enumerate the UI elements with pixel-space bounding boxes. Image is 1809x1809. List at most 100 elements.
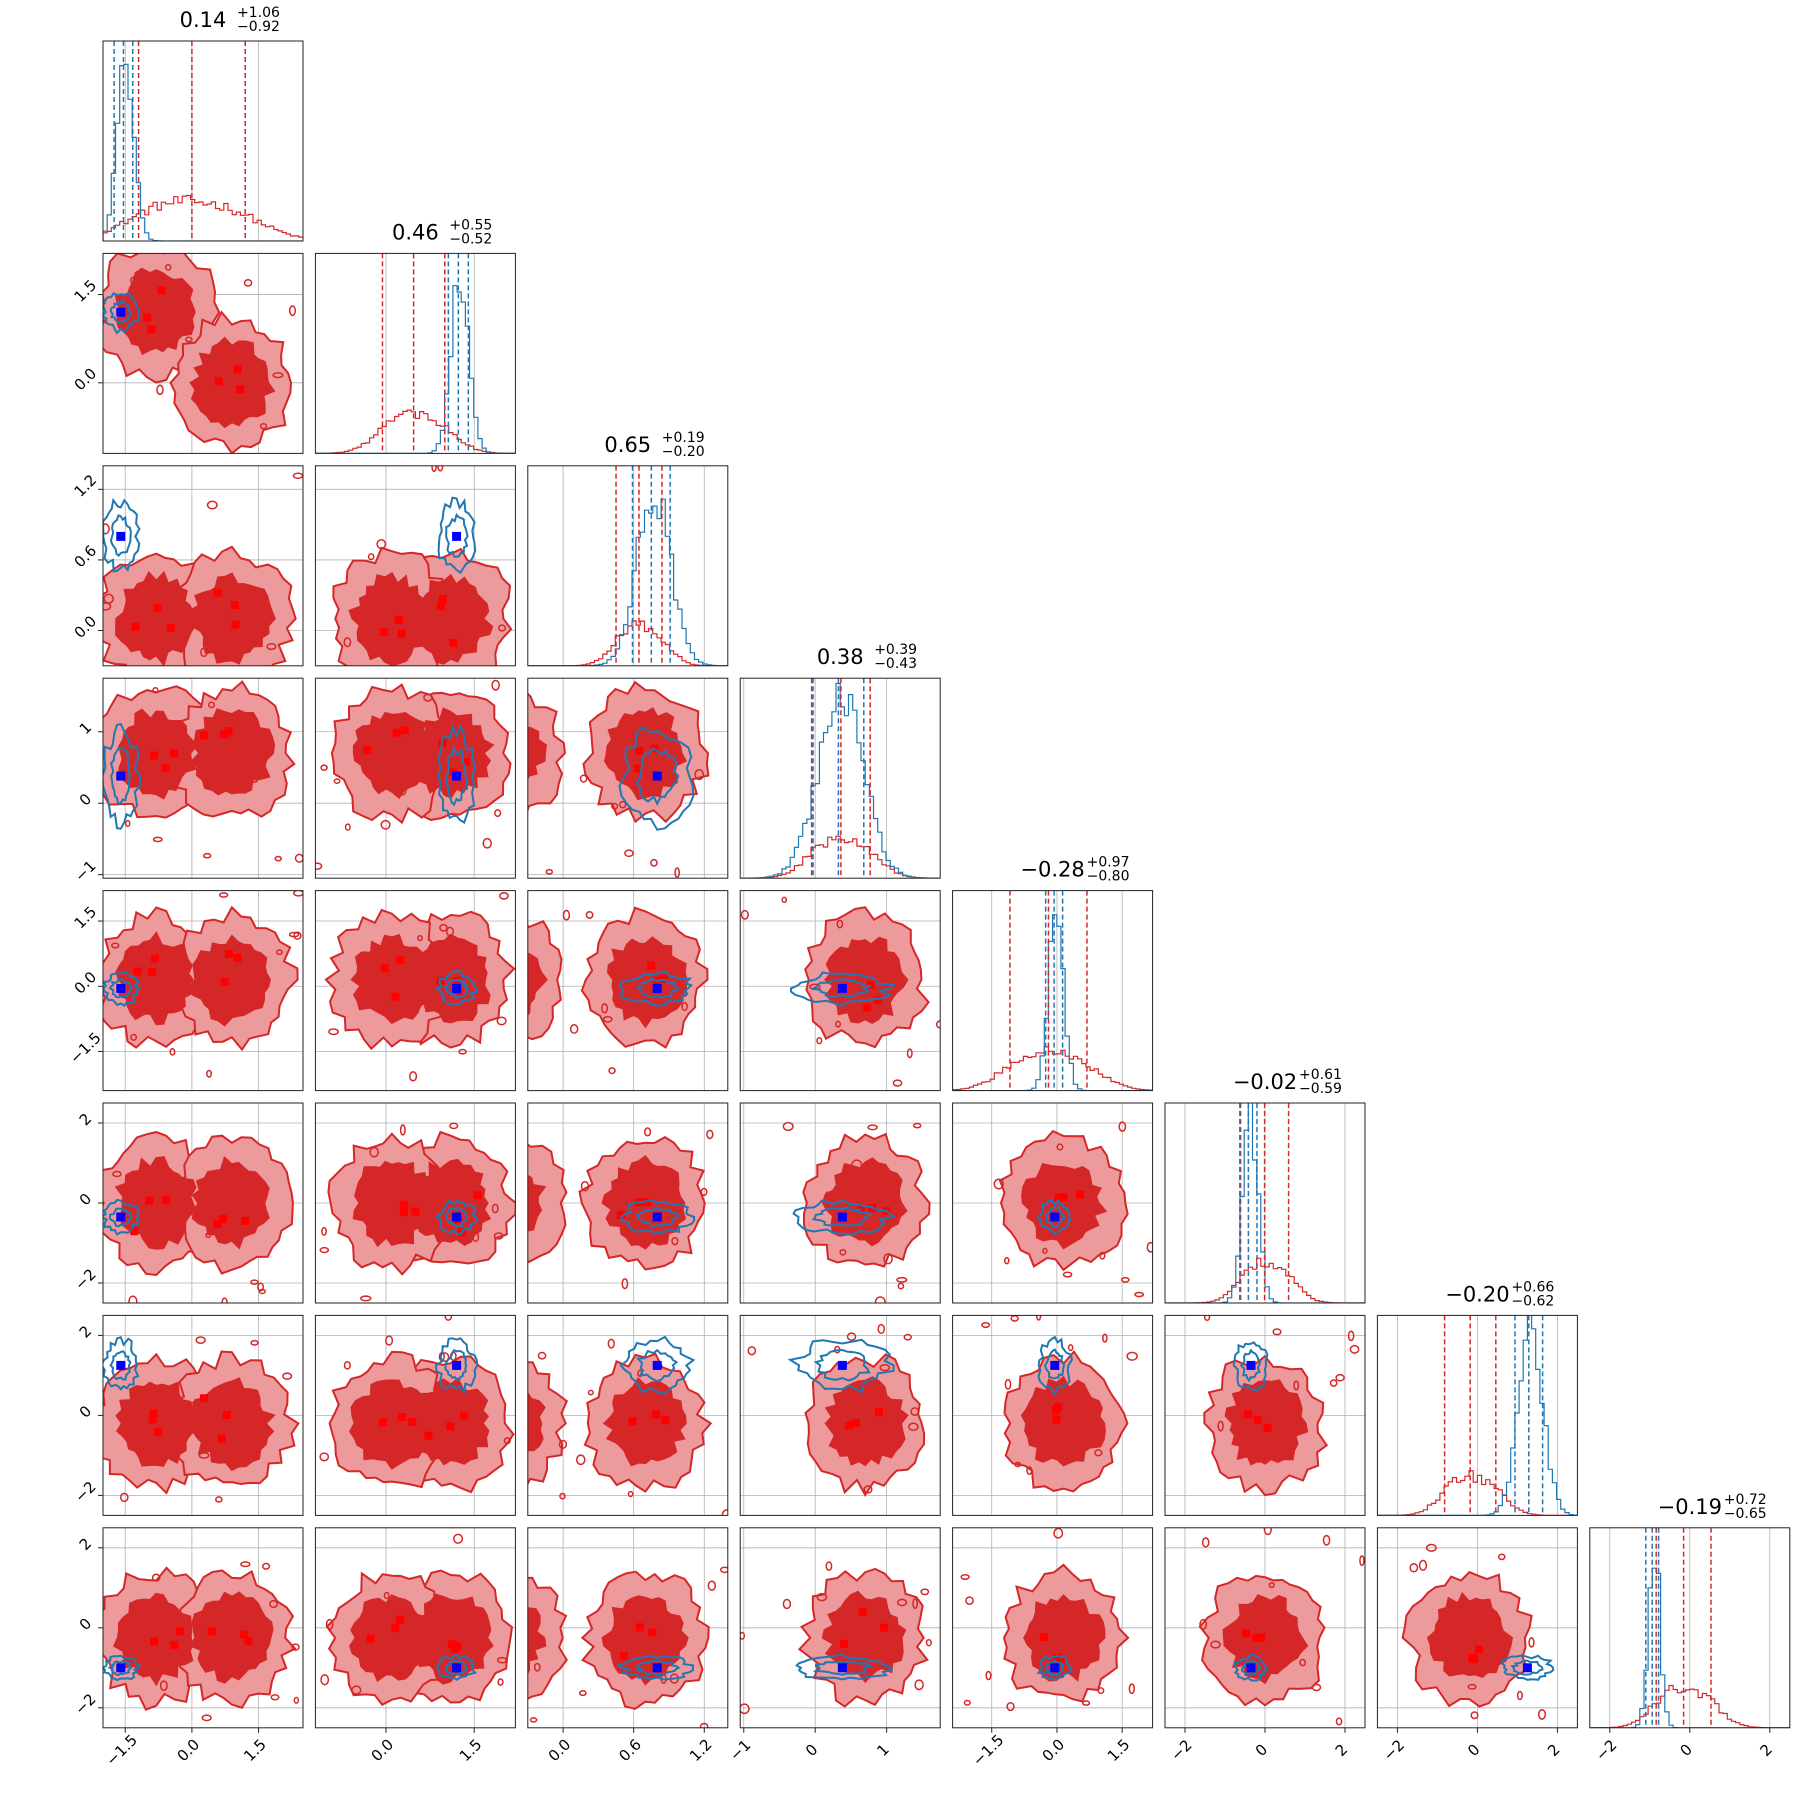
red-marker [222, 1411, 231, 1420]
red-contour-island [602, 1015, 613, 1023]
x-tick-label: 0 [802, 1741, 821, 1760]
red-contour-island [545, 868, 554, 875]
red-contour-island [491, 679, 500, 691]
red-contour-island [139, 1218, 146, 1227]
title-plus: +0.72 [1724, 1492, 1767, 1508]
red-marker [240, 1630, 249, 1639]
panel-2-1 [314, 465, 516, 667]
red-marker [133, 967, 142, 976]
red-contour-island [195, 1336, 206, 1345]
red-marker [459, 1411, 468, 1420]
panel-4-3 [739, 890, 941, 1092]
red-marker [231, 620, 240, 629]
panel-6-6: −0.20 +0.66−0.62 [1376, 1279, 1578, 1516]
red-marker [453, 1642, 462, 1651]
red-marker [1242, 1629, 1251, 1638]
red-marker [380, 964, 389, 973]
red-contour-island [1126, 1351, 1138, 1361]
panel-1-1: 0.46 +0.55−0.52 [314, 217, 516, 454]
red-marker [366, 1634, 375, 1643]
red-marker [397, 629, 406, 638]
red-contour-island [218, 892, 229, 898]
red-contour-island [587, 1389, 594, 1396]
red-contour-island [130, 276, 138, 285]
red-contour-island [707, 1580, 717, 1591]
red-contour-island [266, 643, 277, 651]
red-marker [446, 1422, 455, 1431]
red-marker [447, 1640, 456, 1649]
blue-inner-contour [108, 977, 132, 999]
y-tick-label: 1.5 [71, 276, 101, 306]
blue-histogram [1589, 1567, 1790, 1728]
red-inner-contour [189, 1591, 274, 1684]
red-contour-island [380, 819, 391, 830]
y-tick-label: 1 [76, 718, 95, 737]
red-contour-island [1097, 1687, 1105, 1695]
red-inner-contour [115, 1381, 196, 1467]
x-tick-label: 2 [1544, 1741, 1563, 1760]
blue-outer-contour [437, 496, 477, 575]
red-contour-island [903, 1333, 912, 1341]
red-marker [240, 1216, 249, 1225]
y-tick-label: 0 [76, 790, 95, 809]
red-marker [150, 751, 159, 760]
red-contour-island [156, 384, 164, 396]
blue-outer-contour [103, 722, 142, 830]
red-contour-island [1425, 1543, 1437, 1552]
red-contour-island [151, 1573, 161, 1582]
red-marker [866, 980, 875, 989]
red-contour-island [1311, 1683, 1322, 1692]
red-marker [1052, 1415, 1061, 1424]
red-marker [628, 1417, 637, 1426]
red-contour-island [782, 1598, 792, 1610]
red-inner-contour [189, 336, 276, 429]
panel-frame [527, 890, 729, 1092]
red-contour-island [315, 862, 323, 870]
red-marker [130, 1227, 139, 1236]
red-contour-island [328, 1028, 339, 1036]
y-tick-label: 0.6 [71, 542, 101, 572]
blue-truth-marker [1050, 1360, 1060, 1370]
red-contour-island [1497, 1553, 1506, 1561]
red-contour-island [1329, 1379, 1338, 1387]
blue-truth-marker [652, 1212, 662, 1222]
panel-4-4: −0.28 +0.97−0.80 [952, 855, 1154, 1092]
panel-frame [314, 252, 516, 454]
red-contour-island [912, 1122, 922, 1129]
red-marker [225, 950, 234, 959]
red-contour-island [455, 1620, 463, 1632]
red-marker [230, 601, 239, 610]
red-contour-island [200, 647, 208, 658]
blue-outer-contour [1037, 1335, 1073, 1397]
blue-inner-contour [107, 1659, 133, 1677]
panel-title: −0.20 [1445, 1282, 1509, 1306]
panel-frame [1376, 1314, 1578, 1516]
red-marker [620, 1651, 629, 1660]
red-contour-island [190, 1400, 201, 1411]
red-contour-island [344, 823, 351, 831]
red-marker [400, 726, 409, 735]
blue-outer-contour [1233, 1653, 1268, 1682]
red-contour-island [1263, 1527, 1272, 1536]
red-contour-island [993, 1178, 1005, 1190]
title-minus: −0.43 [874, 656, 917, 672]
red-contour-island [650, 858, 658, 867]
red-contour-island [217, 351, 228, 361]
red-contour-island [892, 1079, 903, 1087]
red-contour-island [607, 1338, 615, 1349]
red-contour-island [1217, 1420, 1224, 1432]
red-contour-island [333, 778, 341, 784]
x-tick-label: −2 [1380, 1736, 1408, 1764]
blue-truth-marker [116, 1663, 126, 1673]
red-contour-island [207, 701, 216, 709]
blue-inner-contour [108, 1207, 133, 1228]
x-tick-label: −1.5 [102, 1731, 140, 1769]
red-marker [244, 1636, 253, 1645]
red-marker [149, 1409, 158, 1418]
red-contour-island [423, 693, 433, 702]
blue-outer-contour [616, 1654, 695, 1681]
panel-5-0: −2 0 2 [71, 1102, 304, 1304]
red-marker [379, 628, 388, 637]
panel-frame [314, 890, 516, 1092]
red-contour-island [1003, 1256, 1010, 1265]
